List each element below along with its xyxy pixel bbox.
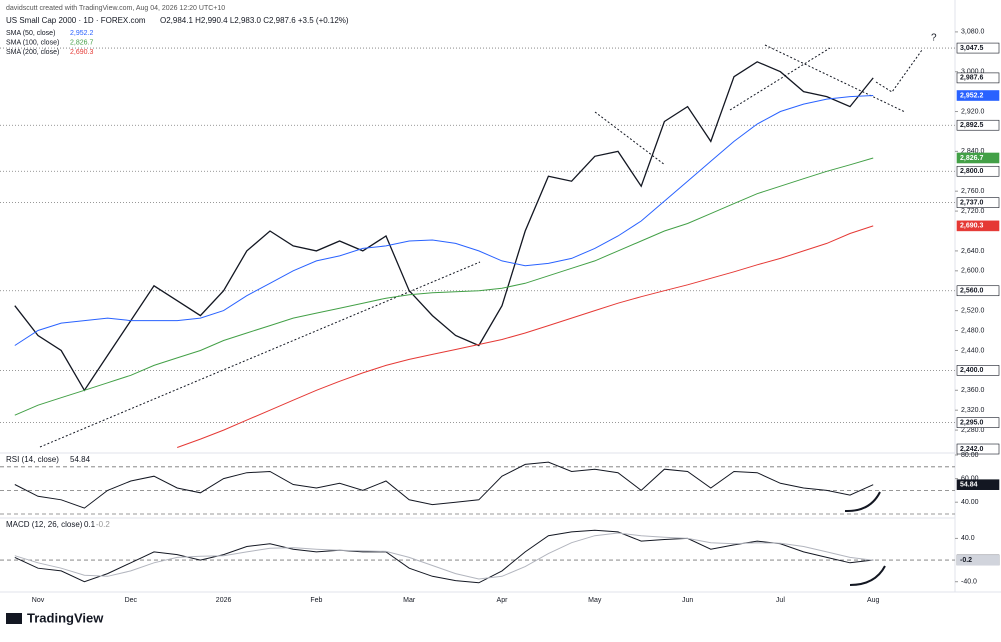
- price-tag: [956, 479, 1000, 490]
- price-tag: [956, 197, 1000, 208]
- trendline: [39, 261, 481, 448]
- y-tick-label: 2,840.0: [961, 148, 984, 155]
- price-tag: [956, 72, 1000, 84]
- y-tick-label: 3,080.0: [961, 29, 984, 36]
- price-tag: [956, 42, 1000, 54]
- y-tick-label: 2,280.0: [961, 427, 984, 434]
- y-tick-label: 2,920.0: [961, 108, 984, 115]
- logo: [6, 613, 22, 624]
- trendline: [594, 111, 666, 166]
- price-tag-label: 2,400.0: [960, 367, 983, 374]
- series-line: [14, 461, 874, 509]
- x-tick-label: Jul: [776, 597, 785, 604]
- price-tag: [956, 220, 1000, 232]
- series-line: [14, 529, 874, 584]
- y-tick-label: 80.00: [961, 452, 979, 459]
- rsi-title: RSI (14, close): [6, 455, 59, 464]
- price-tag: [956, 165, 1000, 177]
- price-tag: [956, 417, 1000, 428]
- price-tag-label: 3,047.5: [960, 45, 983, 52]
- series-line: [177, 225, 874, 448]
- price-tag: [956, 152, 1000, 164]
- price-tag-label: 2,737.0: [960, 199, 983, 206]
- arrow: [844, 491, 881, 513]
- price-tag-label: 2,690.3: [960, 223, 983, 230]
- legend-value: 2,952.2: [70, 30, 93, 37]
- price-tag: [956, 554, 1000, 566]
- macd-title: MACD (12, 26, close): [6, 520, 83, 529]
- y-tick-label: 2,600.0: [961, 268, 984, 275]
- y-tick-label: 2,640.0: [961, 248, 984, 255]
- price-tag: [956, 90, 1000, 101]
- x-tick-label: Dec: [125, 597, 138, 604]
- rsi-value: 54.84: [70, 455, 91, 464]
- price-tag: [956, 119, 1000, 131]
- brand: TradingView: [27, 610, 104, 625]
- legend-entry: SMA (200, close): [6, 49, 59, 56]
- x-tick-label: May: [588, 597, 602, 604]
- x-tick-label: Mar: [403, 597, 416, 604]
- y-tick-label: 2,360.0: [961, 387, 984, 394]
- price-tag-label: 2,295.0: [960, 419, 983, 426]
- trendline: [764, 44, 906, 113]
- series-line: [14, 95, 874, 346]
- price-tag: [956, 443, 1000, 455]
- legend-entry: SMA (50, close): [6, 30, 55, 37]
- series-line: [14, 532, 874, 580]
- arrow: [875, 49, 923, 93]
- trendlines: [39, 44, 923, 448]
- price-tag-label: 2,800.0: [960, 168, 983, 175]
- x-tick-label: Jun: [682, 597, 693, 604]
- legend-entry: SMA (100, close): [6, 39, 59, 46]
- price-tag-label: -0.2: [960, 557, 972, 564]
- y-tick-label: 2,760.0: [961, 188, 984, 195]
- macd-signal-value: -0.2: [96, 520, 110, 529]
- x-tick-label: Aug: [867, 597, 880, 604]
- y-tick-label: 2,480.0: [961, 327, 984, 334]
- series-line: [14, 157, 874, 416]
- annotation: ?: [931, 33, 937, 44]
- y-tick-label: 2,320.0: [961, 407, 984, 414]
- ohlc: O2,984.1 H2,990.4 L2,983.0 C2,987.6 +3.5…: [160, 16, 349, 25]
- y-tick-label: 60.00: [961, 475, 979, 482]
- y-tick-label: 2,520.0: [961, 307, 984, 314]
- price-tag-label: 2,987.6: [960, 75, 983, 82]
- y-tick-label: 40.00: [961, 499, 979, 506]
- price-tag-label: 54.84: [960, 482, 978, 489]
- x-tick-label: 2026: [216, 597, 232, 604]
- price-tag-label: 2,826.7: [960, 155, 983, 162]
- legend-value: 2,690.3: [70, 49, 93, 56]
- x-tick-label: Apr: [497, 597, 509, 604]
- credit: davidscutt created with TradingView.com,…: [6, 5, 225, 12]
- symbol: US Small Cap 2000 · 1D · FOREX.com: [6, 16, 146, 25]
- price-line: [14, 61, 874, 392]
- arrow: [849, 565, 886, 586]
- price-tag-label: 2,560.0: [960, 288, 983, 295]
- y-tick-label: -40.0: [961, 579, 977, 586]
- y-tick-label: 2,720.0: [961, 208, 984, 215]
- price-tag-label: 2,952.2: [960, 92, 983, 99]
- price-tag-label: 2,242.0: [960, 446, 983, 453]
- price-tag-label: 2,892.5: [960, 122, 983, 129]
- macd-value: 0.1: [84, 520, 96, 529]
- y-tick-label: 3,000.0: [961, 69, 984, 76]
- price-tag: [956, 285, 1000, 297]
- y-tick-label: 2,440.0: [961, 347, 984, 354]
- legend-value: 2,826.7: [70, 39, 93, 46]
- y-tick-label: 40.0: [961, 535, 975, 542]
- x-tick-label: Feb: [310, 597, 322, 604]
- x-tick-label: Nov: [32, 597, 45, 604]
- price-tag: [956, 365, 1000, 376]
